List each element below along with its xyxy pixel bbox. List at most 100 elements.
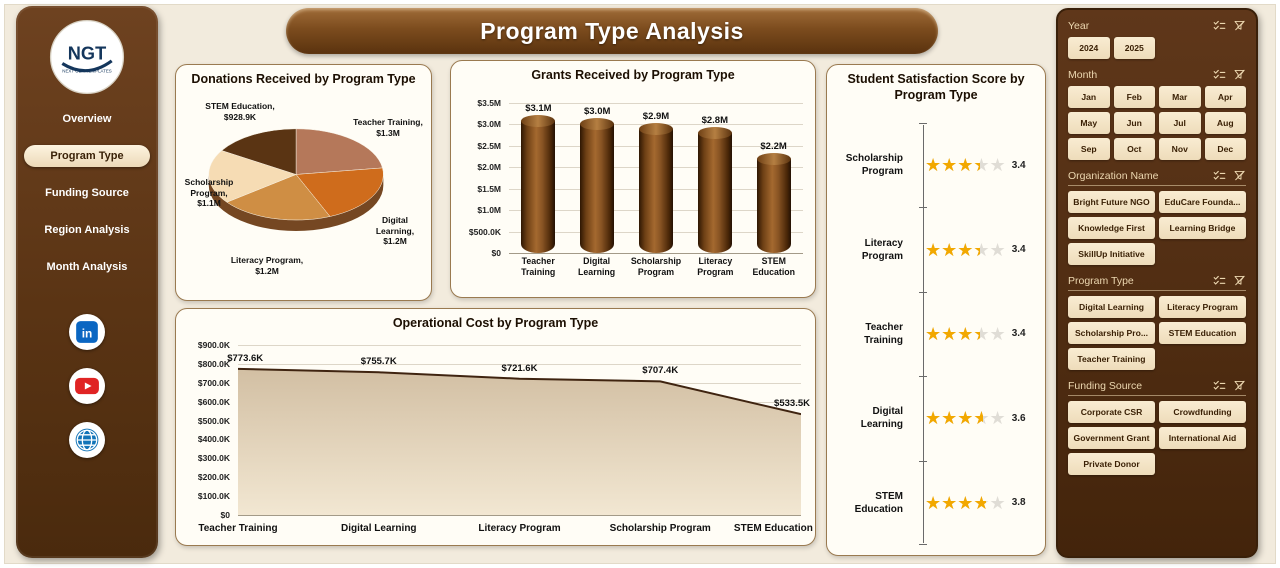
grants-bar-card: Grants Received by Program Type $0 $500.0… (450, 60, 816, 298)
filter-option-knowledge-first[interactable]: Knowledge First (1068, 217, 1155, 239)
filter-option-nov[interactable]: Nov (1159, 138, 1201, 160)
pie-slice-digital-learning[interactable] (295, 167, 384, 217)
filter-option-sep[interactable]: Sep (1068, 138, 1110, 160)
x-axis-label-teacher-training: Teacher Training (198, 523, 278, 534)
website-button[interactable] (69, 422, 105, 459)
filter-section-funding-source: Funding Source Corporate CSR Crowdfunding G… (1068, 379, 1246, 475)
filter-option-jun[interactable]: Jun (1113, 112, 1155, 134)
pie-slice-literacy-program[interactable] (226, 174, 331, 221)
gridline (238, 515, 801, 516)
donations-pie-card: Donations Received by Program Type Teach… (175, 64, 432, 301)
satisfaction-title: Student Satisfaction Score by Program Ty… (847, 72, 1025, 102)
y-tick-label: $200.0K (197, 472, 230, 483)
bar-cylinder-stem-education[interactable] (756, 152, 791, 253)
star-icons-filled: ★★★★★ (925, 240, 980, 259)
clear-filter-icon[interactable] (1233, 274, 1246, 287)
area-data-label: $755.7K (360, 356, 397, 368)
filter-label-organization-name: Organization Name (1068, 169, 1159, 182)
filter-option-digital-learning[interactable]: Digital Learning (1068, 296, 1155, 318)
filter-option-corporate-csr[interactable]: Corporate CSR (1068, 401, 1155, 423)
grants-bar-chart: $3.1M $3.0M $2.9M $2.8M $2.2M (509, 103, 803, 254)
filter-options-funding-source: Corporate CSR Crowdfunding Government Gran… (1068, 401, 1246, 475)
sidebar-item-overview[interactable]: Overview (62, 113, 112, 125)
clear-filter-icon[interactable] (1233, 169, 1246, 182)
pie-label-digital-learning: Digital Learning, $1.2M (375, 215, 415, 247)
filter-option-literacy-program[interactable]: Literacy Program (1159, 296, 1246, 318)
bar-cylinder-digital-learning[interactable] (580, 118, 615, 253)
filter-option-2024[interactable]: 2024 (1068, 37, 1110, 59)
star-icons-empty: ★★★★★ (925, 239, 1006, 260)
rating-row-teacher-training: Teacher Training ★★★★★★★★★★ 3.4 (835, 292, 1039, 376)
filter-option-educare-founda[interactable]: EduCare Founda... (1159, 191, 1246, 213)
bar-data-label: $3.1M (525, 103, 552, 114)
rating-axis-tick (919, 207, 927, 209)
filter-option-mar[interactable]: Mar (1159, 86, 1201, 108)
sidebar-item-month-analysis[interactable]: Month Analysis (46, 261, 128, 274)
clear-filter-icon[interactable] (1233, 379, 1246, 392)
select-all-icon[interactable] (1213, 169, 1226, 182)
clear-filter-icon[interactable] (1233, 68, 1246, 81)
linkedin-button[interactable]: in (69, 314, 105, 351)
filter-option-aug[interactable]: Aug (1204, 112, 1246, 134)
sidebar-item-region-analysis[interactable]: Region Analysis (44, 224, 130, 237)
youtube-icon (75, 378, 99, 395)
filter-header-icons (1213, 379, 1246, 392)
filter-option-dec[interactable]: Dec (1204, 138, 1246, 160)
filter-option-2025[interactable]: 2025 (1113, 37, 1155, 59)
filter-option-may[interactable]: May (1068, 112, 1110, 134)
filter-label-year: Year (1068, 19, 1090, 32)
linkedin-icon: in (76, 321, 98, 344)
filter-option-private-donor[interactable]: Private Donor (1068, 453, 1155, 475)
filter-option-government-grant[interactable]: Government Grant (1068, 427, 1155, 449)
bar-column-digital-learning: $3.0M (568, 103, 627, 253)
star-icons-empty: ★★★★★ (925, 323, 1006, 344)
star-icons-filled: ★★★★★ (925, 324, 980, 343)
filter-option-feb[interactable]: Feb (1113, 86, 1155, 108)
select-all-icon[interactable] (1213, 68, 1226, 81)
youtube-button[interactable] (69, 368, 105, 405)
pie-svg (208, 128, 384, 231)
bar-column-literacy-program: $2.8M (685, 103, 744, 253)
sidebar-nav: Overview Program Type Funding Source Region… (16, 108, 158, 278)
opcost-area-card: Operational Cost by Program Type $0 $100.… (175, 308, 816, 546)
filter-option-scholarship-pro[interactable]: Scholarship Pro... (1068, 322, 1155, 344)
filter-option-crowdfunding[interactable]: Crowdfunding (1159, 401, 1246, 423)
satisfaction-rating-chart: Scholarship Program★★★★★★★★★★3.4Literacy… (835, 123, 1039, 545)
bar-cylinder-literacy-program[interactable] (697, 127, 732, 253)
clear-filter-glyph (1234, 20, 1245, 31)
star-icons-empty: ★★★★★ (925, 155, 1006, 176)
bar-data-label: $2.8M (701, 115, 728, 126)
sidebar-item-funding-source[interactable]: Funding Source (45, 187, 129, 200)
star-rating: ★★★★★★★★★★ (925, 409, 1006, 427)
left-sidebar: NGT NEXT GEN TEMPLATES Overview Program T… (16, 6, 158, 558)
filter-option-jul[interactable]: Jul (1159, 112, 1201, 134)
filter-option-learning-bridge[interactable]: Learning Bridge (1159, 217, 1246, 239)
bar-cylinder-scholarship-program[interactable] (638, 122, 673, 253)
filter-option-teacher-training[interactable]: Teacher Training (1068, 348, 1155, 370)
y-tick-label: $700.0K (197, 377, 230, 388)
pie-slice-scholarship-program[interactable] (208, 150, 297, 203)
bar-cylinder-teacher-training[interactable] (521, 115, 556, 253)
rating-value: 3.4 (1011, 328, 1026, 340)
clear-filter-icon[interactable] (1233, 19, 1246, 32)
social-links: in (69, 314, 105, 459)
filter-option-international-aid[interactable]: International Aid (1159, 427, 1246, 449)
star-rating: ★★★★★★★★★★ (925, 241, 1006, 259)
pie-3d-side (208, 174, 384, 231)
select-all-icon[interactable] (1213, 19, 1226, 32)
area-fill[interactable] (238, 368, 801, 515)
filter-option-skillup-initiative[interactable]: SkillUp Initiative (1068, 243, 1155, 265)
filter-option-jan[interactable]: Jan (1068, 86, 1110, 108)
pie-slice-teacher-training[interactable] (295, 128, 383, 175)
filter-option-apr[interactable]: Apr (1204, 86, 1246, 108)
filter-option-bright-future-ngo[interactable]: Bright Future NGO (1068, 191, 1155, 213)
star-rating: ★★★★★★★★★★ (925, 156, 1006, 174)
filter-option-oct[interactable]: Oct (1113, 138, 1155, 160)
filter-option-stem-education[interactable]: STEM Education (1159, 322, 1246, 344)
select-all-icon[interactable] (1213, 274, 1226, 287)
pie-slice-stem-education[interactable] (221, 128, 297, 175)
select-all-glyph (1213, 380, 1226, 390)
sidebar-item-program-type[interactable]: Program Type (24, 145, 150, 168)
select-all-icon[interactable] (1213, 379, 1226, 392)
filter-header-icons (1213, 274, 1246, 287)
